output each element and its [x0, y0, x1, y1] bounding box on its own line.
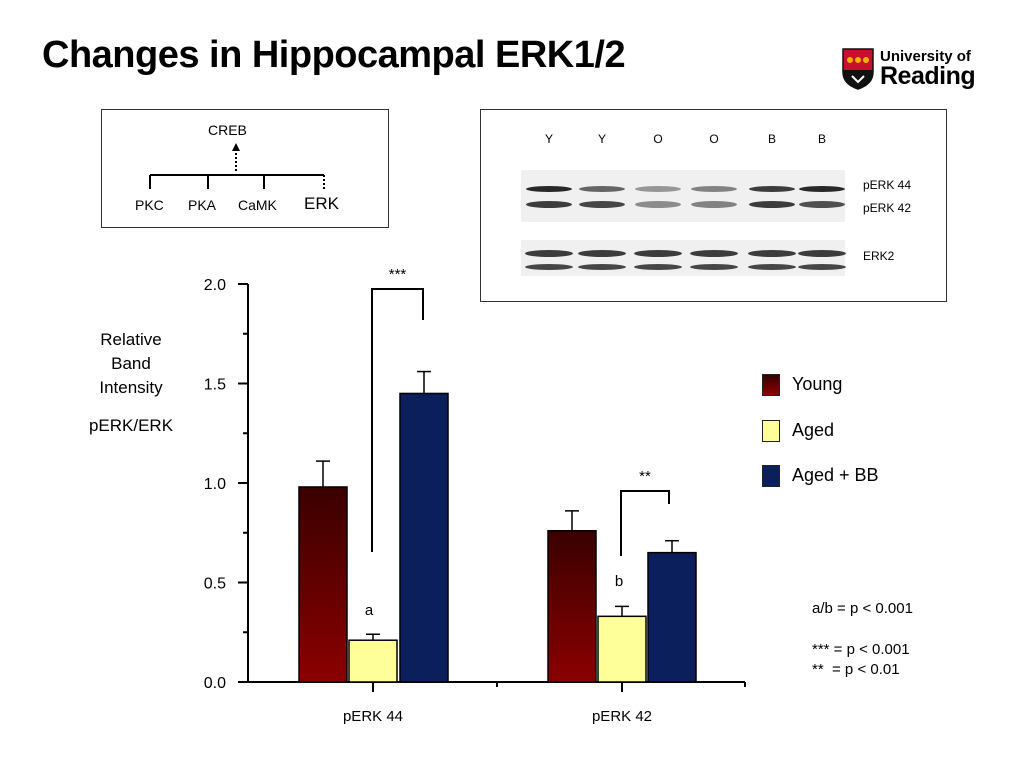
blot-label-perk42: pERK 42 — [863, 201, 912, 215]
blot-band — [578, 264, 626, 270]
blot-strip-erk2 — [521, 240, 845, 276]
note-three-star: *** = p < 0.001 — [812, 641, 910, 658]
y-axis-label-spacer — [76, 400, 186, 414]
blot-label-perk44: pERK 44 — [863, 178, 912, 192]
x-category-label: pERK 42 — [592, 708, 652, 725]
blot-band — [579, 186, 625, 192]
y-tick-label: 1.5 — [204, 377, 226, 394]
blot-band — [799, 186, 845, 192]
blot-lane-label: Y — [597, 132, 606, 146]
letter-annotation-b: b — [615, 573, 623, 590]
blot-band — [579, 201, 625, 208]
blot-band — [691, 186, 737, 192]
pathway-input-erk: ERK — [304, 194, 339, 213]
blot-band — [748, 264, 796, 270]
y-axis-label: Relative Band Intensity pERK/ERK — [76, 328, 186, 438]
significance-bracket-perk42 — [620, 490, 670, 556]
blot-band — [635, 201, 681, 208]
y-axis-label-line: Relative — [100, 330, 162, 349]
western-blot-panel: Y Y O O B B pERK 44 pERK 42 ERK2 — [480, 109, 947, 302]
significance-bracket-perk44-label: *** — [389, 266, 407, 283]
y-axis-label-line: Intensity — [99, 378, 163, 397]
y-tick-label: 0.5 — [204, 576, 226, 593]
blot-lane-label: O — [709, 132, 719, 146]
blot-band — [635, 186, 681, 192]
legend-swatch — [762, 374, 780, 396]
blot-band — [748, 250, 796, 257]
blot-band — [690, 264, 738, 270]
pathway-top-label: CREB — [208, 122, 247, 138]
blot-band — [691, 201, 737, 208]
university-shield-icon — [842, 48, 874, 90]
bar-aged — [348, 639, 398, 683]
page-title: Changes in Hippocampal ERK1/2 — [42, 34, 626, 76]
legend-label: Aged — [792, 420, 835, 440]
blot-band — [798, 250, 846, 257]
y-tick-label: 0.0 — [204, 675, 226, 692]
logo-line1: University of — [880, 48, 971, 65]
pathway-input-pkc: PKC — [135, 197, 164, 213]
legend-swatch — [762, 465, 780, 487]
bar-aged — [597, 615, 647, 683]
blot-lane-label: B — [767, 132, 776, 146]
blot-band — [634, 264, 682, 270]
letter-annotation-a: a — [365, 602, 374, 619]
blot-band — [799, 201, 845, 208]
note-two-star: ** = p < 0.01 — [812, 661, 900, 678]
blot-band — [690, 250, 738, 257]
blot-strip-perk — [521, 170, 845, 222]
pathway-input-camk: CaMK — [238, 197, 277, 213]
bar-aged-bb — [399, 392, 449, 683]
bar-aged-bb — [647, 551, 697, 683]
university-logo: University of Reading — [842, 48, 978, 94]
y-axis-label-line: Band — [111, 354, 151, 373]
blot-band — [525, 264, 573, 270]
blot-band — [525, 250, 573, 257]
legend-label: Aged + BB — [792, 465, 879, 485]
blot-band — [578, 250, 626, 257]
legend-swatch — [762, 420, 780, 442]
pathway-input-pka: PKA — [188, 197, 217, 213]
blot-band — [749, 201, 795, 208]
blot-band — [749, 186, 795, 192]
significance-bracket-perk44 — [371, 288, 424, 552]
blot-band — [526, 201, 572, 208]
bar-young — [298, 486, 348, 683]
blot-lane-label: Y — [544, 132, 553, 146]
y-tick-label: 2.0 — [204, 277, 226, 294]
blot-band — [798, 264, 846, 270]
significance-bracket-perk42-label: ** — [639, 468, 651, 485]
y-tick-label: 1.0 — [204, 476, 226, 493]
blot-lane-label: O — [653, 132, 663, 146]
blot-band — [634, 250, 682, 257]
blot-lane-label: B — [817, 132, 826, 146]
legend-label: Young — [792, 374, 843, 394]
y-axis-label-line: pERK/ERK — [88, 416, 174, 435]
blot-label-erk2: ERK2 — [863, 249, 895, 263]
pathway-lines — [149, 143, 325, 189]
note-ab: a/b = p < 0.001 — [812, 600, 913, 617]
x-category-label: pERK 44 — [343, 708, 403, 725]
pathway-diagram: CREB PKC PKA CaMK ERK — [101, 109, 389, 228]
logo-line2: Reading — [880, 62, 976, 90]
bar-young — [547, 530, 597, 683]
blot-band — [526, 186, 572, 192]
